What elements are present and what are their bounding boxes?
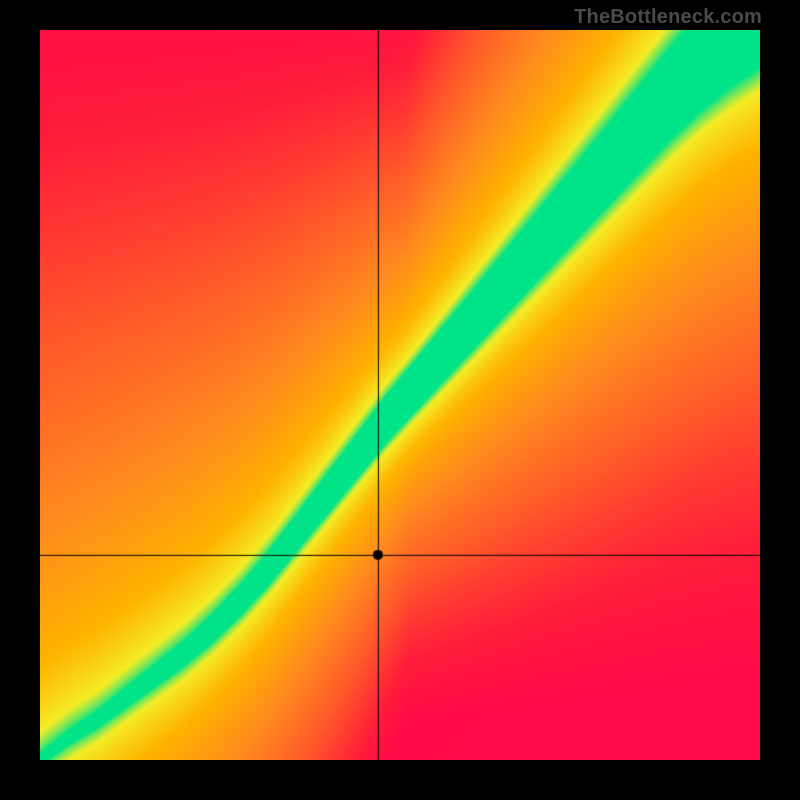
chart-container: TheBottleneck.com	[0, 0, 800, 800]
bottleneck-heatmap	[40, 30, 760, 760]
watermark-text: TheBottleneck.com	[574, 6, 762, 29]
